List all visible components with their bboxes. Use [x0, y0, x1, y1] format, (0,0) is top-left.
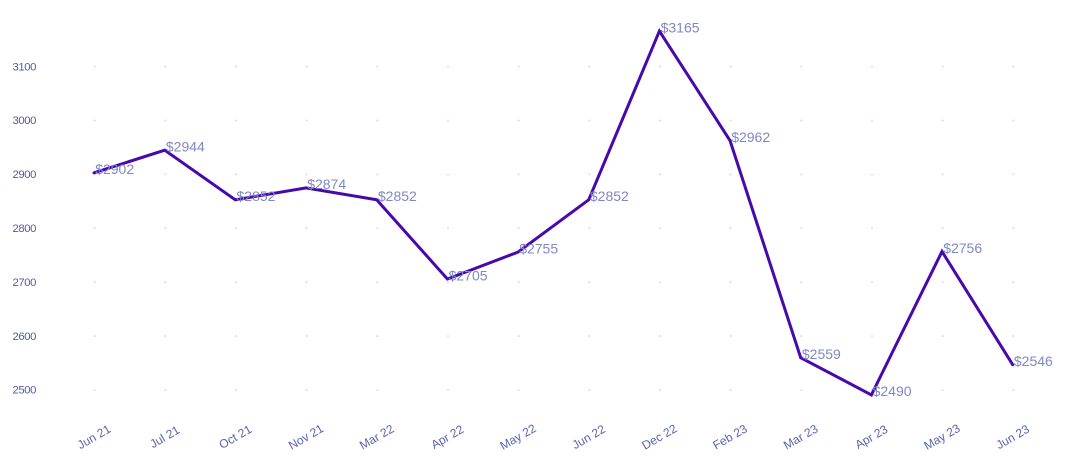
svg-text:3000: 3000 [12, 115, 36, 127]
svg-text:$2874: $2874 [307, 176, 346, 192]
svg-text:2600: 2600 [12, 331, 36, 343]
svg-text:Oct 21: Oct 21 [216, 422, 254, 452]
svg-text:Jun 22: Jun 22 [570, 422, 608, 452]
svg-text:Apr 22: Apr 22 [429, 422, 467, 452]
svg-text:3100: 3100 [12, 61, 36, 73]
svg-text:$2962: $2962 [731, 129, 770, 145]
svg-text:Jun 21: Jun 21 [75, 422, 113, 452]
svg-text:$2852: $2852 [590, 188, 629, 204]
svg-text:Mar 23: Mar 23 [781, 421, 821, 452]
svg-text:Jul 21: Jul 21 [147, 423, 182, 451]
svg-text:Jun 23: Jun 23 [994, 422, 1032, 452]
svg-text:Dec 22: Dec 22 [639, 421, 679, 452]
svg-text:Nov 21: Nov 21 [286, 421, 326, 452]
svg-text:$2852: $2852 [378, 188, 417, 204]
svg-text:$3165: $3165 [661, 19, 700, 35]
svg-text:May 23: May 23 [921, 421, 962, 453]
svg-text:2500: 2500 [12, 385, 36, 397]
svg-text:$2756: $2756 [943, 240, 982, 256]
svg-text:$2852: $2852 [237, 188, 276, 204]
svg-text:$2705: $2705 [449, 267, 488, 283]
svg-text:Apr 23: Apr 23 [853, 422, 891, 452]
svg-text:$2490: $2490 [873, 383, 912, 399]
svg-text:Mar 22: Mar 22 [357, 421, 397, 452]
svg-text:$2902: $2902 [95, 161, 134, 177]
svg-text:May 22: May 22 [497, 421, 538, 453]
svg-text:2700: 2700 [12, 277, 36, 289]
svg-text:2900: 2900 [12, 169, 36, 181]
svg-text:$2944: $2944 [166, 139, 205, 155]
svg-text:Feb 23: Feb 23 [710, 421, 750, 452]
svg-text:$2546: $2546 [1014, 353, 1053, 369]
svg-text:2800: 2800 [12, 223, 36, 235]
svg-text:$2755: $2755 [519, 240, 558, 256]
svg-text:$2559: $2559 [802, 346, 841, 362]
